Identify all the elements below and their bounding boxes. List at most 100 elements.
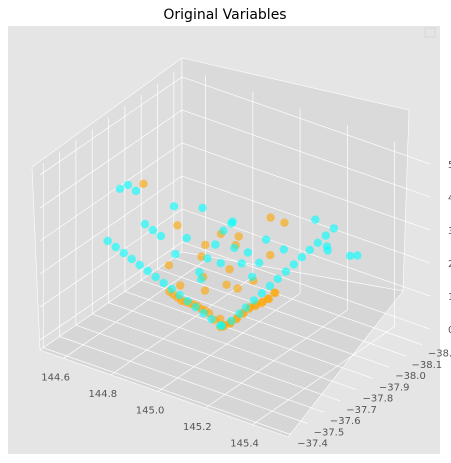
cyan-point — [195, 268, 204, 277]
x-grid-line — [110, 276, 254, 376]
orange-point — [234, 232, 243, 241]
chart-title: Original Variables — [163, 7, 286, 23]
orange-point — [233, 284, 242, 293]
orange-point — [257, 299, 266, 308]
cyan-point — [345, 251, 355, 260]
y-tick-label: −37.6 — [330, 416, 361, 427]
x-grid-line — [63, 259, 206, 359]
z-tick-label: 20 — [448, 259, 451, 270]
cyan-point — [255, 258, 264, 267]
x-grid-line — [157, 293, 301, 392]
cyan-point — [127, 254, 136, 264]
x-tick-label: 145.0 — [136, 405, 165, 416]
cyan-point — [265, 281, 275, 291]
x-tick-label: 144.6 — [41, 372, 70, 383]
z-grid-line-back — [181, 208, 431, 297]
y-grid-line — [92, 313, 341, 402]
z-tick-label: 0 — [448, 325, 451, 336]
z-grid-line-side — [39, 109, 183, 209]
z-grid-line-back — [181, 76, 431, 165]
cyan-point — [111, 242, 120, 252]
cyan-point — [241, 303, 251, 312]
cyan-point — [237, 259, 246, 268]
x-grid-line — [205, 309, 348, 409]
y-grid-line — [59, 336, 308, 424]
cyan-point — [167, 284, 176, 294]
y-tick-label: −37.5 — [314, 427, 345, 438]
y-tick-label: −38.1 — [412, 360, 443, 371]
orange-point — [280, 218, 289, 227]
cyan-point — [135, 260, 144, 270]
z-grid-line-side — [39, 76, 183, 176]
x-tick-label: 145.2 — [183, 422, 212, 433]
cyan-point — [156, 231, 166, 241]
cyan-point — [322, 242, 332, 251]
y-tick-label: −37.9 — [379, 382, 410, 393]
cyan-point — [329, 224, 338, 233]
cyan-point — [230, 243, 239, 253]
cyan-point — [140, 219, 150, 229]
x-tick-label: 145.4 — [230, 439, 259, 450]
cyan-point — [119, 248, 128, 258]
cyan-point — [257, 289, 267, 298]
orange-point — [270, 288, 279, 297]
cyan-point — [243, 248, 253, 257]
y-grid-line — [43, 347, 292, 436]
orange-point — [176, 281, 185, 290]
legend-box — [424, 27, 436, 38]
cyan-point — [235, 309, 244, 318]
orange-point — [263, 294, 273, 303]
y-tick-label: −37.7 — [346, 405, 377, 416]
cyan-point — [175, 290, 184, 300]
cyan-point — [123, 180, 133, 190]
z-tick-label: 40 — [448, 193, 451, 204]
cyan-point — [217, 321, 227, 331]
cyan-point — [203, 254, 212, 263]
cyan-point — [198, 203, 207, 213]
cyan-point — [279, 245, 288, 254]
cyan-point — [289, 260, 298, 269]
cyan-point — [143, 266, 152, 276]
cyan-point — [191, 302, 200, 312]
z-grid-line-back — [181, 241, 431, 330]
cyan-point — [321, 231, 330, 240]
cyan-point — [273, 274, 282, 283]
y-grid-line — [157, 268, 406, 357]
z-tick-label: 30 — [448, 226, 451, 237]
cyan-point — [247, 272, 257, 282]
orange-point — [216, 314, 225, 323]
scatter-points — [103, 179, 362, 332]
cyan-point — [353, 251, 362, 260]
cyan-point — [297, 253, 306, 262]
cyan-point — [148, 225, 158, 235]
cyan-point — [183, 296, 192, 306]
y-tick-label: −38.0 — [395, 371, 426, 382]
cyan-point — [227, 316, 236, 326]
cyan-point — [115, 184, 125, 193]
z-grid-line-back — [181, 175, 431, 264]
tick-labels: 144.6 144.8 145.0 145.2 145.4 −38.2−38.1−38.0… — [41, 160, 451, 450]
z-tick-label: 50 — [448, 160, 451, 171]
cyan-point — [228, 217, 237, 226]
y-grid-line — [108, 302, 357, 391]
cyan-point — [159, 278, 168, 288]
z-tick-label: 10 — [448, 292, 451, 303]
orange-point — [164, 261, 174, 270]
y-tick-label: −37.8 — [363, 394, 394, 405]
cyan-point — [182, 233, 191, 243]
y-grid-line — [75, 324, 325, 413]
z-grid-line-back — [181, 142, 431, 231]
z-grid-line-back — [181, 109, 431, 198]
cyan-point — [311, 215, 320, 224]
cyan-point — [197, 275, 206, 284]
orange-point — [201, 240, 210, 250]
y-grid-line — [124, 291, 373, 379]
cyan-point — [103, 236, 112, 246]
cyan-point — [281, 267, 290, 276]
orange-point — [225, 265, 234, 274]
cyan-point — [219, 226, 228, 235]
x-tick-label: 144.8 — [89, 389, 118, 400]
cyan-point — [171, 249, 180, 259]
z-grid-line-side — [39, 142, 183, 242]
